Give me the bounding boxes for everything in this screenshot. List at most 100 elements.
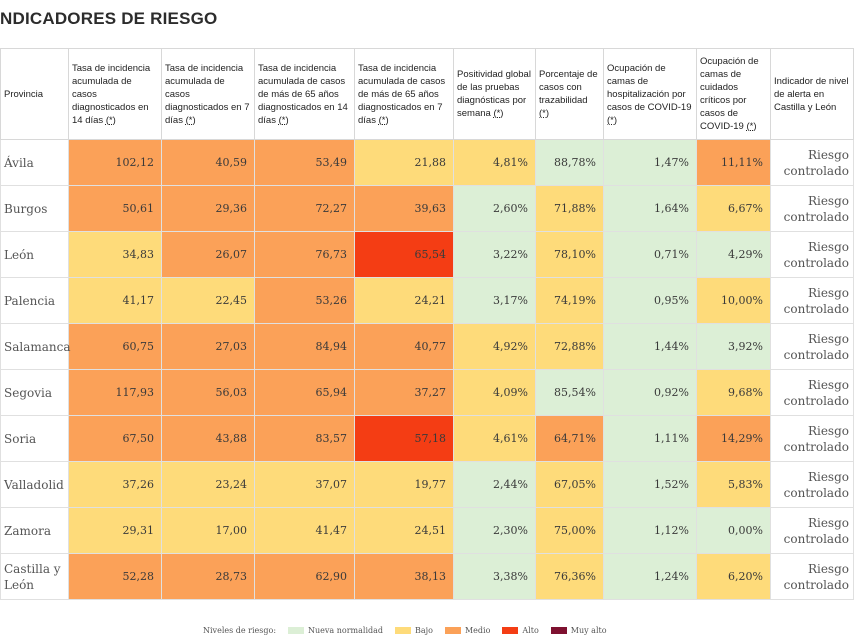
alert-level-cell: Riesgo controlado — [770, 369, 854, 416]
alert-level-cell: Riesgo controlado — [770, 231, 854, 278]
value-cell: 2,60% — [453, 185, 536, 232]
value-cell: 29,31 — [68, 507, 162, 554]
column-header: Tasa de incidencia acumulada de casos de… — [354, 48, 454, 140]
province-cell: Ávila — [0, 139, 69, 186]
value-cell: 4,81% — [453, 139, 536, 186]
table-row: Soria 67,50 43,88 83,57 57,18 4,61% 64,71% 1,11… — [0, 415, 854, 462]
table-row: Burgos 50,61 29,36 72,27 39,63 2,60% 71,88% 1,6… — [0, 185, 854, 232]
value-cell: 37,26 — [68, 461, 162, 508]
value-cell: 74,19% — [535, 277, 604, 324]
value-cell: 4,09% — [453, 369, 536, 416]
table-header-row: Provincia Tasa de incidencia acumulada de… — [0, 48, 854, 140]
table-row: León 34,83 26,07 76,73 65,54 3,22% 78,10% 0,71%… — [0, 231, 854, 278]
value-cell: 26,07 — [161, 231, 255, 278]
value-cell: 4,61% — [453, 415, 536, 462]
value-cell: 1,24% — [603, 553, 697, 600]
value-cell: 2,30% — [453, 507, 536, 554]
value-cell: 71,88% — [535, 185, 604, 232]
value-cell: 0,00% — [696, 507, 771, 554]
value-cell: 29,36 — [161, 185, 255, 232]
value-cell: 1,47% — [603, 139, 697, 186]
value-cell: 67,50 — [68, 415, 162, 462]
value-cell: 6,20% — [696, 553, 771, 600]
value-cell: 11,11% — [696, 139, 771, 186]
footnote-marker[interactable]: (*) — [105, 114, 116, 126]
legend-swatch — [288, 627, 305, 634]
column-header-label: Ocupación de camas de cuidados críticos … — [700, 56, 759, 132]
value-cell: 117,93 — [68, 369, 162, 416]
table-row: Segovia 117,93 56,03 65,94 37,27 4,09% 85,54% 0… — [0, 369, 854, 416]
value-cell: 85,54% — [535, 369, 604, 416]
province-cell: Valladolid — [0, 461, 69, 508]
legend-item-label: Alto — [522, 626, 539, 635]
province-cell: Zamora — [0, 507, 69, 554]
alert-level-cell: Riesgo controlado — [770, 277, 854, 324]
province-cell: Salamanca — [0, 323, 71, 370]
footnote-marker[interactable]: (*) — [746, 121, 757, 132]
legend-swatch — [395, 627, 412, 634]
column-header-label: Porcentaje de casos con trazabilidad — [539, 69, 598, 106]
column-header: Positividad global de las pruebas diagnó… — [453, 48, 536, 140]
value-cell: 40,59 — [161, 139, 255, 186]
footnote-marker[interactable]: (*) — [278, 114, 289, 126]
footnote-marker[interactable]: (*) — [185, 114, 196, 126]
value-cell: 3,17% — [453, 277, 536, 324]
value-cell: 1,64% — [603, 185, 697, 232]
value-cell: 76,36% — [535, 553, 604, 600]
value-cell: 1,44% — [603, 323, 697, 370]
column-header-label: Tasa de incidencia acumulada de casos de… — [258, 62, 348, 126]
value-cell: 67,05% — [535, 461, 604, 508]
table-row: Palencia 41,17 22,45 53,26 24,21 3,17% 74,19% 0… — [0, 277, 854, 324]
value-cell: 0,95% — [603, 277, 697, 324]
alert-level-cell: Riesgo controlado — [770, 185, 854, 232]
province-cell: Castilla y León — [0, 553, 69, 600]
value-cell: 3,92% — [696, 323, 771, 370]
value-cell: 4,29% — [696, 231, 771, 278]
footnote-marker[interactable]: (*) — [539, 108, 550, 119]
value-cell: 83,57 — [254, 415, 355, 462]
footnote-marker[interactable]: (*) — [493, 108, 504, 119]
column-header-label: Tasa de incidencia acumulada de casos de… — [358, 62, 446, 126]
value-cell: 37,07 — [254, 461, 355, 508]
value-cell: 10,00% — [696, 277, 771, 324]
value-cell: 64,71% — [535, 415, 604, 462]
value-cell: 78,10% — [535, 231, 604, 278]
value-cell: 41,47 — [254, 507, 355, 554]
legend-swatch — [444, 627, 461, 634]
value-cell: 1,52% — [603, 461, 697, 508]
value-cell: 84,94 — [254, 323, 355, 370]
value-cell: 41,17 — [68, 277, 162, 324]
column-header: Indicador de nivel de alerta en Castilla… — [770, 48, 854, 140]
value-cell: 76,73 — [254, 231, 355, 278]
value-cell: 0,71% — [603, 231, 697, 278]
column-header: Tasa de incidencia acumulada de casos di… — [161, 48, 255, 140]
value-cell: 53,49 — [254, 139, 355, 186]
alert-level-cell: Riesgo controlado — [770, 415, 854, 462]
legend-label: Niveles de riesgo: — [203, 626, 277, 635]
value-cell: 43,88 — [161, 415, 255, 462]
footnote-marker[interactable]: (*) — [378, 114, 389, 126]
value-cell: 27,03 — [161, 323, 255, 370]
value-cell: 102,12 — [68, 139, 162, 186]
value-cell: 24,51 — [354, 507, 454, 554]
column-header: Ocupación de camas de hospitalización po… — [603, 48, 697, 140]
province-cell: Segovia — [0, 369, 69, 416]
value-cell: 5,83% — [696, 461, 771, 508]
risk-indicators-table: Provincia Tasa de incidencia acumulada de… — [0, 48, 854, 600]
legend-item-label: Medio — [464, 626, 491, 635]
legend-item-label: Muy alto — [570, 626, 607, 635]
column-header-label: Tasa de incidencia acumulada de casos di… — [72, 62, 151, 126]
value-cell: 9,68% — [696, 369, 771, 416]
value-cell: 21,88 — [354, 139, 454, 186]
column-header: Porcentaje de casos con trazabilidad (*) — [535, 48, 604, 140]
table-row: Valladolid 37,26 23,24 37,07 19,77 2,44% 67,05… — [0, 461, 854, 508]
value-cell: 60,75 — [68, 323, 162, 370]
value-cell: 23,24 — [161, 461, 255, 508]
footnote-marker[interactable]: (*) — [607, 114, 618, 126]
alert-level-cell: Riesgo controlado — [770, 553, 854, 600]
value-cell: 38,13 — [354, 553, 454, 600]
value-cell: 72,27 — [254, 185, 355, 232]
table-row: Zamora 29,31 17,00 41,47 24,51 2,30% 75,00% 1,1… — [0, 507, 854, 554]
value-cell: 57,18 — [354, 415, 454, 462]
province-cell: Burgos — [0, 185, 69, 232]
